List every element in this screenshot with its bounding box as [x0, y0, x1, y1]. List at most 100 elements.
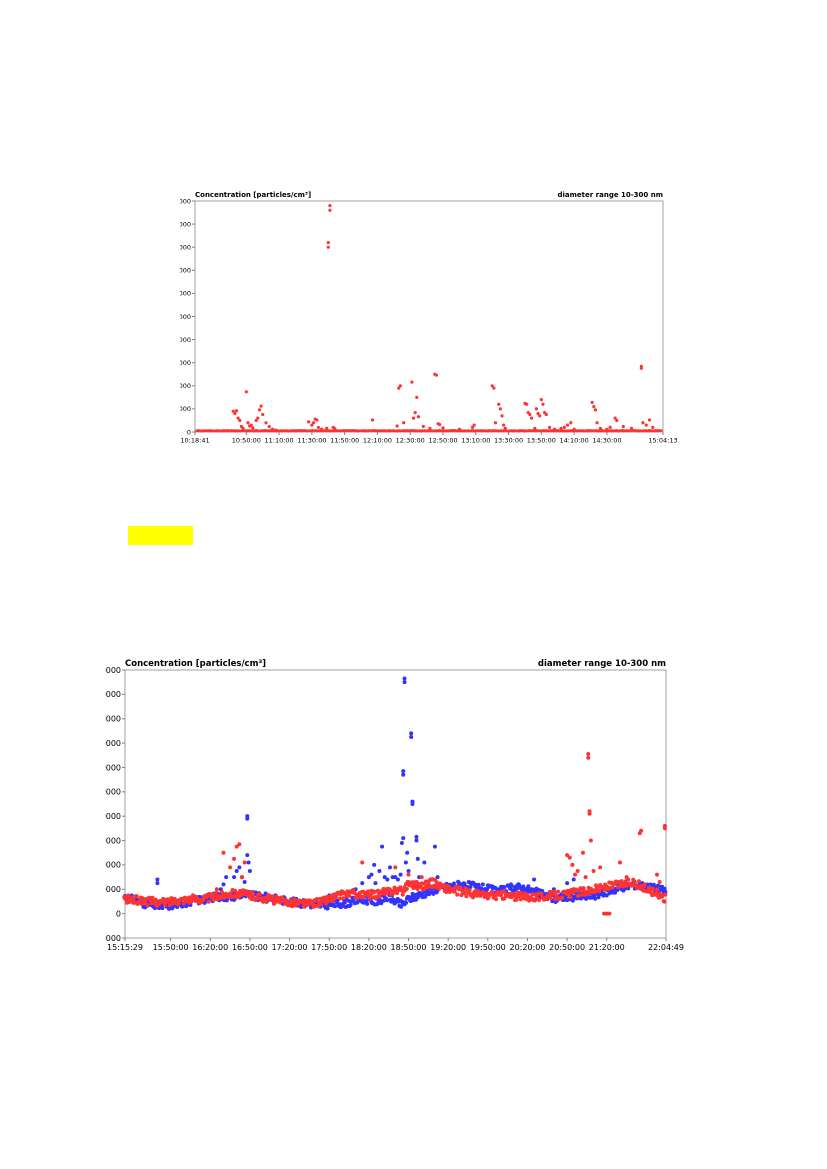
- x-tick-label: 16:50:00: [232, 943, 268, 952]
- data-point: [442, 883, 447, 888]
- x-tick-label: 14:30:00: [592, 437, 621, 445]
- data-point: [613, 416, 617, 420]
- series-2: [122, 752, 668, 916]
- data-point: [629, 426, 634, 430]
- data-point: [610, 885, 615, 890]
- data-point: [233, 888, 238, 893]
- data-point: [247, 869, 252, 873]
- data-point: [272, 900, 277, 905]
- data-point: [428, 426, 432, 430]
- data-point: [500, 414, 504, 418]
- data-point: [499, 893, 504, 898]
- data-point: [639, 366, 643, 370]
- data-point: [224, 875, 229, 880]
- data-point: [246, 860, 251, 865]
- data-point: [398, 384, 402, 388]
- data-point: [264, 899, 269, 904]
- data-point: [140, 896, 145, 901]
- data-point: [552, 427, 557, 431]
- x-tick-label: 15:04:13: [648, 437, 677, 445]
- data-point: [595, 421, 599, 425]
- data-point: [245, 814, 250, 819]
- data-point: [651, 882, 656, 887]
- data-point: [651, 425, 655, 429]
- data-point: [509, 883, 514, 888]
- y-tick-label: -20000: [105, 934, 121, 943]
- data-point: [590, 400, 594, 405]
- data-point: [569, 421, 573, 425]
- data-point: [320, 427, 324, 431]
- data-point: [181, 901, 186, 906]
- y-tick-label: 4500000: [180, 220, 191, 228]
- x-tick-label: 10:50:00: [232, 437, 261, 445]
- data-point: [395, 877, 400, 882]
- data-point: [583, 875, 588, 880]
- data-point: [348, 902, 353, 907]
- data-point: [587, 809, 592, 814]
- data-point: [245, 853, 250, 858]
- x-tick-label: 22:04:49: [648, 943, 684, 952]
- data-point: [493, 421, 498, 425]
- data-point: [533, 426, 537, 430]
- y-tick-label: 2500000: [180, 313, 191, 321]
- data-point: [307, 420, 311, 424]
- data-point: [373, 881, 378, 886]
- data-point: [580, 850, 585, 855]
- data-point: [624, 875, 629, 880]
- data-point: [234, 844, 239, 849]
- data-point: [598, 865, 603, 870]
- data-point: [541, 402, 545, 406]
- data-point: [232, 856, 237, 861]
- data-point: [398, 885, 403, 890]
- data-point: [366, 875, 371, 880]
- data-point: [314, 897, 319, 902]
- data-point: [470, 425, 475, 429]
- x-tick-label: 17:20:00: [272, 943, 308, 952]
- data-point: [467, 888, 472, 893]
- data-point: [441, 426, 445, 430]
- y-tick-label: 0: [187, 428, 191, 436]
- data-point: [365, 901, 370, 906]
- x-tick-label: 20:20:00: [509, 943, 545, 952]
- data-point: [270, 894, 275, 899]
- data-point: [556, 889, 561, 894]
- data-point: [406, 872, 411, 877]
- data-point: [254, 418, 258, 423]
- data-point: [377, 869, 382, 873]
- data-point: [263, 891, 268, 896]
- data-point: [621, 424, 625, 429]
- data-point: [647, 418, 652, 422]
- data-point: [270, 427, 275, 431]
- data-point: [326, 245, 330, 249]
- chart-1-plot-area: [194, 200, 664, 433]
- data-point: [530, 892, 535, 897]
- data-point: [534, 407, 539, 411]
- data-point: [131, 896, 136, 901]
- data-point: [586, 755, 591, 760]
- x-tick-label: 18:20:00: [351, 943, 387, 952]
- data-point: [367, 896, 372, 901]
- data-point: [570, 862, 575, 867]
- data-point: [480, 882, 485, 887]
- data-point: [644, 423, 648, 427]
- data-point: [274, 428, 278, 432]
- data-point: [162, 903, 167, 908]
- data-point: [565, 881, 570, 886]
- data-point: [264, 421, 268, 425]
- y-tick-label: 140000: [105, 739, 121, 748]
- data-point: [234, 869, 239, 873]
- data-point: [662, 823, 667, 828]
- chart-1-subtitle: diameter range 10-300 nm: [558, 191, 664, 199]
- data-point: [593, 896, 598, 901]
- data-point: [497, 402, 501, 406]
- data-point: [232, 875, 237, 880]
- data-point: [651, 886, 656, 891]
- data-point: [402, 680, 407, 685]
- data-point: [360, 860, 365, 865]
- data-point: [401, 769, 406, 774]
- data-point: [385, 898, 390, 903]
- data-point: [257, 892, 262, 897]
- y-tick-label: 4000000: [180, 243, 191, 251]
- data-point: [514, 897, 519, 902]
- data-point: [636, 879, 641, 884]
